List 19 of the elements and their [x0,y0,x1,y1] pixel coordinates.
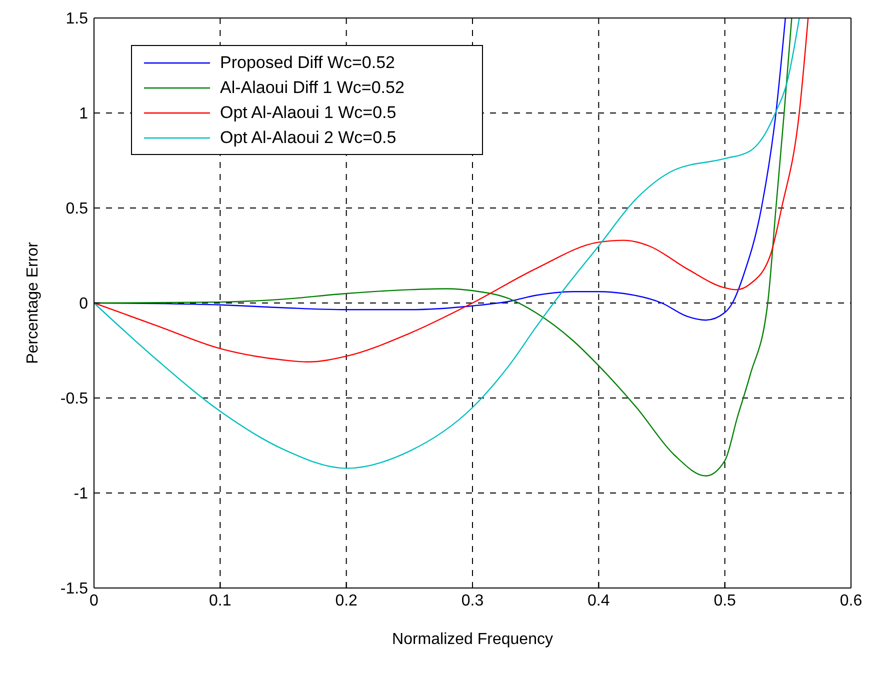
x-tick-label: 0.4 [588,592,610,610]
x-tick-label: 0.5 [714,592,736,610]
y-axis-title: Percentage Error [24,241,42,364]
y-tick-label: -0.5 [60,390,88,408]
y-tick-label: 0.5 [66,200,88,218]
y-tick-label: 1 [79,106,88,123]
y-tick-label: -1.5 [60,580,88,598]
legend-label: Proposed Diff Wc=0.52 [220,52,395,74]
legend-label: Opt Al-Alaoui 2 Wc=0.5 [220,127,396,149]
x-tick-label: 0.6 [840,592,862,610]
y-tick-label: -1 [74,486,88,503]
x-tick-label: 0.1 [209,592,232,610]
y-tick-label: 1.5 [66,10,88,28]
x-tick-label: 0.2 [335,592,358,610]
x-axis-title: Normalized Frequency [392,631,553,648]
legend-label: Al-Alaoui Diff 1 Wc=0.52 [220,77,404,99]
legend-label: Opt Al-Alaoui 1 Wc=0.5 [220,102,396,124]
x-tick-label: 0.3 [461,592,484,610]
y-tick-label: 0 [79,296,88,313]
